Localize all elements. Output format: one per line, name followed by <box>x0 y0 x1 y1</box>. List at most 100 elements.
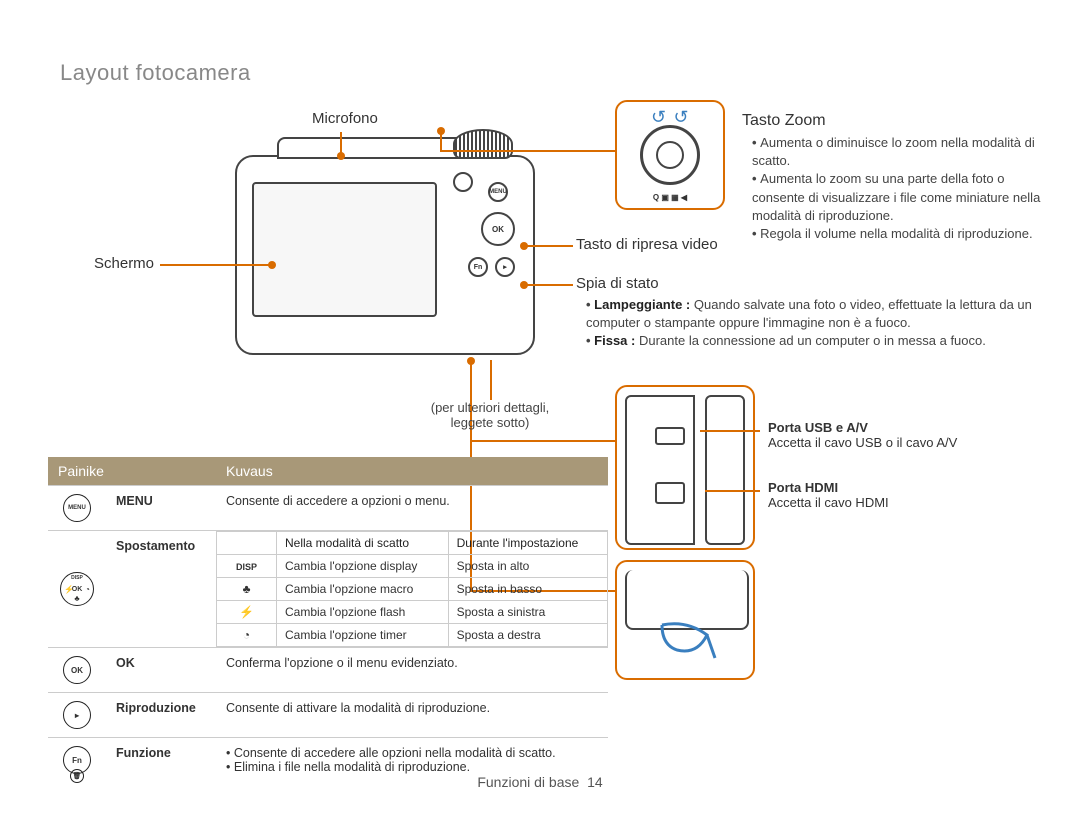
subnote-l2: leggete sotto) <box>451 415 530 430</box>
zoom-legend-icon: Q ▣ ▦ ◀ <box>617 193 723 202</box>
sub-b: Sposta a destra <box>448 624 607 647</box>
fn-button-icon: Fn <box>468 257 488 277</box>
nav-icon: DISP ♣ ⚡ ◔ OK <box>60 572 94 606</box>
zoom-bullet: Aumenta o diminuisce lo zoom nella modal… <box>752 134 1042 170</box>
sub-sym: DISP <box>217 555 277 578</box>
zoom-bullets: Aumenta o diminuisce lo zoom nella modal… <box>742 134 1042 243</box>
spia-lead: Lampeggiante : <box>594 297 690 312</box>
label-hdmi-desc: Accetta il cavo HDMI <box>768 495 889 510</box>
sub-header-row: Nella modalità di scatto Durante l'impos… <box>217 532 608 555</box>
spia-bullet: Fissa : Durante la connessione ad un com… <box>586 332 1046 350</box>
fn-bullet-text: Elimina i file nella modalità di riprodu… <box>234 760 470 774</box>
row-name: Spostamento <box>106 531 216 648</box>
row-name: Riproduzione <box>106 693 216 738</box>
row-desc: Consente di accedere a opzioni o menu. <box>216 486 608 531</box>
sub-row: ⚡ Cambia l'opzione flash Sposta a sinist… <box>217 601 608 624</box>
callout-spia-dot <box>520 281 528 289</box>
th-kuvaus: Kuvaus <box>216 457 608 486</box>
callout-microfono-line <box>340 132 342 154</box>
fn-bullet: • Elimina i file nella modalità di ripro… <box>226 760 598 774</box>
sub-a: Cambia l'opzione flash <box>277 601 449 624</box>
zoom-ring <box>640 125 700 185</box>
spia-bullets: Lampeggiante : Quando salvate una foto o… <box>576 296 1046 351</box>
label-hdmi-title: Porta HDMI <box>768 480 838 495</box>
sub-sym: ♣ <box>217 578 277 601</box>
sub-b: Sposta in basso <box>448 578 607 601</box>
table-header-row: Painike Kuvaus <box>48 457 608 486</box>
sub-sym: ◔ <box>217 624 277 647</box>
label-schermo: Schermo <box>94 255 154 272</box>
menu-button-icon: MENU <box>488 182 508 202</box>
table-row: OK OK Conferma l'opzione o il menu evide… <box>48 648 608 693</box>
ok-icon: OK <box>63 656 91 684</box>
spia-lead: Fissa : <box>594 333 635 348</box>
zoom-bullet: Aumenta lo zoom su una parte della foto … <box>752 170 1042 225</box>
icon-cell: OK <box>48 648 106 693</box>
table-row: MENU MENU Consente di accedere a opzioni… <box>48 486 608 531</box>
callout-microfono-dot <box>337 152 345 160</box>
camera-diagram: MENU OK ▸ Fn <box>195 105 565 385</box>
icon-cell: MENU <box>48 486 106 531</box>
callout-ports-dot <box>467 357 475 365</box>
zoom-arrows-icon: ↻ ↺ <box>617 107 723 128</box>
page-footer: Funzioni di base 14 <box>0 774 1080 790</box>
ports-body-outline <box>625 395 695 545</box>
callout-schermo-dot <box>268 261 276 269</box>
callout-ports-h <box>470 440 615 442</box>
row-name: MENU <box>106 486 216 531</box>
usb-port-slot <box>655 427 685 445</box>
label-zoom: Tasto Zoom <box>742 112 826 130</box>
sub-sym: ⚡ <box>217 601 277 624</box>
sub-b: Sposta a sinistra <box>448 601 607 624</box>
sub-a: Cambia l'opzione display <box>277 555 449 578</box>
label-usb: Porta USB e A/V Accetta il cavo USB o il… <box>768 420 957 450</box>
port-cover-flap <box>705 395 745 545</box>
callout-video-dot <box>520 242 528 250</box>
callout-btns-v <box>490 360 492 400</box>
hdmi-port-slot <box>655 482 685 504</box>
sub-b: Sposta in alto <box>448 555 607 578</box>
spia-bullet: Lampeggiante : Quando salvate una foto o… <box>586 296 1046 332</box>
menu-icon: MENU <box>63 494 91 522</box>
callout-schermo-line <box>160 264 270 266</box>
strap-loop-icon <box>657 620 717 660</box>
lcd-screen <box>252 182 437 317</box>
th-painike: Painike <box>48 457 216 486</box>
play-icon: ▸ <box>63 701 91 729</box>
row-desc: Conferma l'opzione o il menu evidenziato… <box>216 648 608 693</box>
sub-row: DISP Cambia l'opzione display Sposta in … <box>217 555 608 578</box>
fn-icon: Fn🗑 <box>63 746 91 774</box>
label-usb-title: Porta USB e A/V <box>768 420 868 435</box>
sub-row: ◔ Cambia l'opzione timer Sposta a destra <box>217 624 608 647</box>
icon-cell: ▸ <box>48 693 106 738</box>
sub-table-cell: Nella modalità di scatto Durante l'impos… <box>216 531 608 648</box>
callout-hdmi-line <box>705 490 760 492</box>
spia-text: Durante la connessione ad un computer o … <box>639 333 986 348</box>
zoom-shutter <box>656 141 684 169</box>
callout-zoom-dot <box>437 127 445 135</box>
label-hdmi: Porta HDMI Accetta il cavo HDMI <box>768 480 889 510</box>
sub-hdr-b: Durante l'impostazione <box>448 532 607 555</box>
strap-inset <box>615 560 755 680</box>
sub-hdr-blank <box>217 532 277 555</box>
callout-zoom-h <box>440 150 615 152</box>
label-video: Tasto di ripresa video <box>576 236 718 253</box>
footer-page: 14 <box>587 774 603 790</box>
subnote-l1: (per ulteriori dettagli, <box>431 400 550 415</box>
spostamento-subtable: Nella modalità di scatto Durante l'impos… <box>216 531 608 647</box>
rec-button <box>453 172 473 192</box>
zoom-bullet: Regola il volume nella modalità di ripro… <box>752 225 1042 243</box>
controls-table: Painike Kuvaus MENU MENU Consente di acc… <box>48 457 608 782</box>
sub-row: ♣ Cambia l'opzione macro Sposta in basso <box>217 578 608 601</box>
page-title: Layout fotocamera <box>60 60 251 86</box>
zoom-inset: ↻ ↺ Q ▣ ▦ ◀ <box>615 100 725 210</box>
camera-body: MENU OK ▸ Fn <box>235 155 535 355</box>
row-name: OK <box>106 648 216 693</box>
footer-label: Funzioni di base <box>477 774 579 790</box>
row-desc: Consente di attivare la modalità di ripr… <box>216 693 608 738</box>
mode-dial <box>453 129 513 159</box>
nav-ok-button: OK <box>481 212 515 246</box>
sub-a: Cambia l'opzione macro <box>277 578 449 601</box>
play-button-icon: ▸ <box>495 257 515 277</box>
sub-a: Cambia l'opzione timer <box>277 624 449 647</box>
